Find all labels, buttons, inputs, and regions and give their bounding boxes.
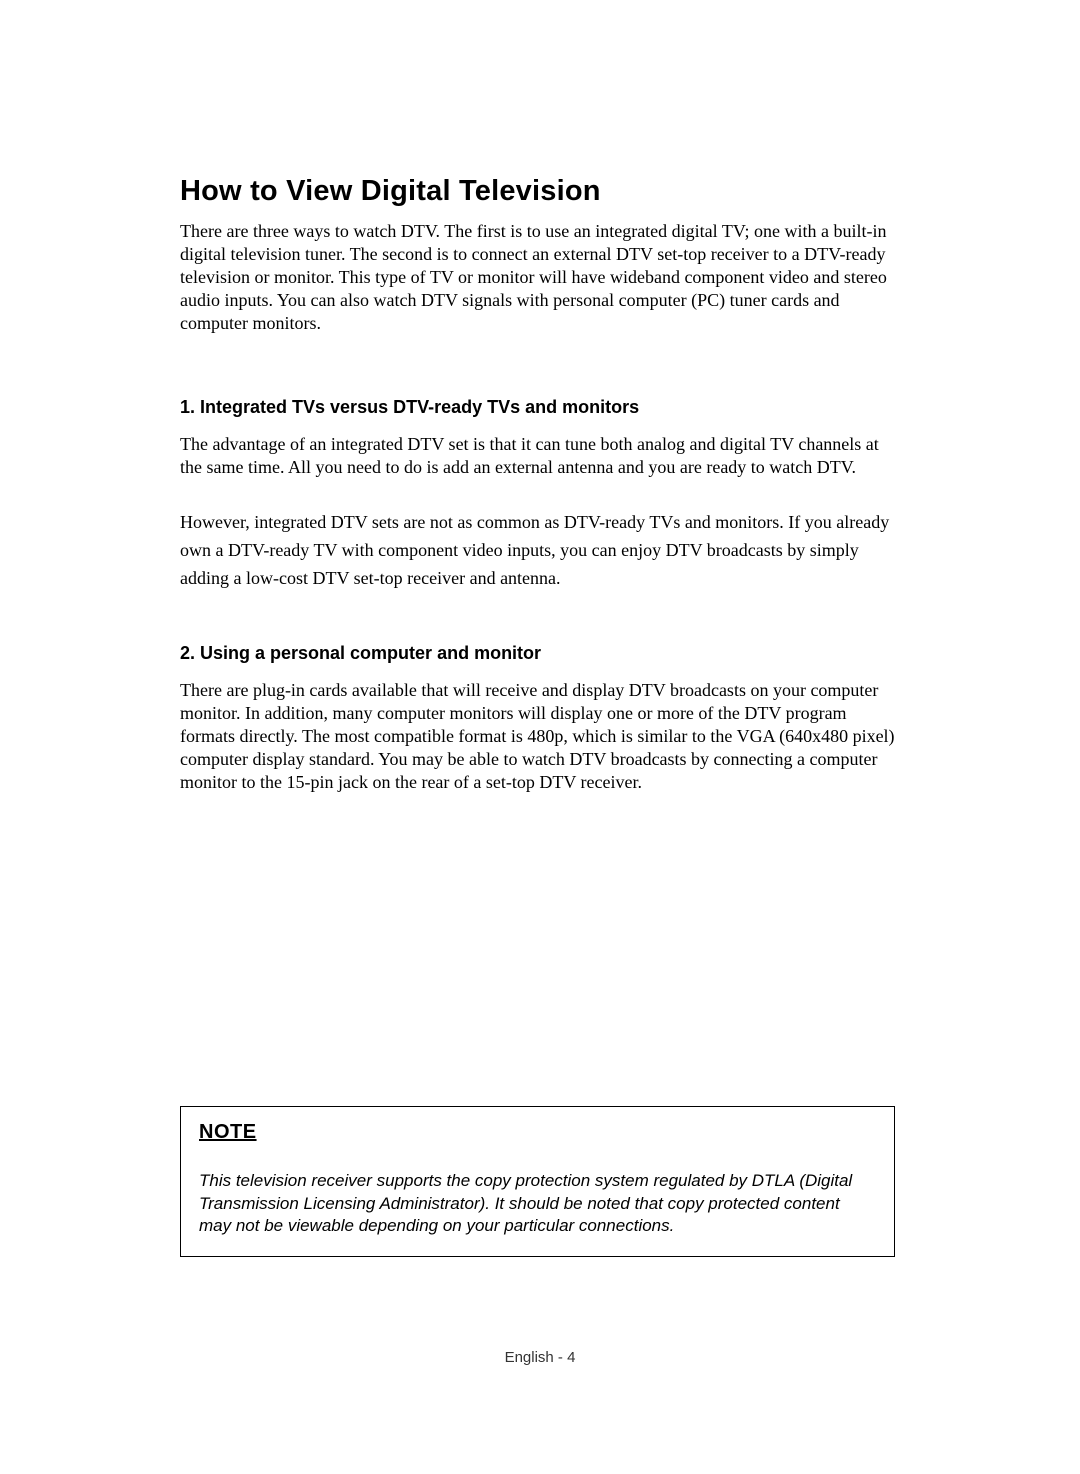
note-label: NOTE [199,1121,876,1144]
note-text: This television receiver supports the co… [199,1170,876,1238]
section2-p1: There are plug-in cards available that w… [180,679,895,794]
section1-p1: The advantage of an integrated DTV set i… [180,433,895,479]
page-footer: English - 4 [0,1349,1080,1366]
note-box: NOTE This television receiver supports t… [180,1106,895,1257]
section2-heading: 2. Using a personal computer and monitor [180,643,895,664]
intro-paragraph: There are three ways to watch DTV. The f… [180,220,895,335]
document-page: How to View Digital Television There are… [0,0,1080,1474]
section1-p2: However, integrated DTV sets are not as … [180,509,895,593]
section1-heading: 1. Integrated TVs versus DTV-ready TVs a… [180,397,895,418]
page-title: How to View Digital Television [180,175,895,208]
